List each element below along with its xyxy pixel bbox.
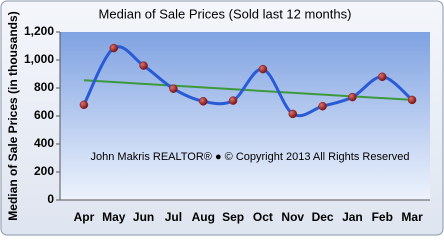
x-tick-label: Apr — [74, 210, 95, 224]
point-marker — [228, 96, 238, 105]
point-marker — [169, 84, 178, 93]
point-marker — [288, 109, 297, 119]
plot-area — [60, 32, 430, 200]
x-tick-label: Jan — [342, 210, 363, 224]
point-marker — [348, 92, 357, 102]
point-marker — [199, 97, 208, 106]
y-tick-label: 0 — [47, 192, 54, 206]
point-marker — [139, 61, 148, 70]
x-tick-label: May — [102, 210, 126, 224]
x-tick-label: Nov — [281, 210, 304, 224]
point-marker — [79, 100, 89, 110]
y-tick-label: 400 — [34, 136, 54, 150]
x-tick-label: Dec — [312, 210, 334, 224]
point-marker — [109, 43, 118, 53]
y-tick-label: 800 — [34, 80, 54, 94]
annotation: John Makris REALTOR® ● © Copyright 2013 … — [91, 151, 410, 163]
y-tick-label: 1,200 — [24, 24, 54, 38]
y-tick-label: 200 — [34, 164, 54, 178]
chart-title: Median of Sale Prices (Sold last 12 mont… — [99, 6, 352, 21]
y-axis-label: Median of Sale Prices (in thousands) — [6, 11, 20, 220]
trend-line — [83, 79, 413, 101]
y-tick-label: 1,000 — [24, 52, 54, 66]
point-marker — [318, 101, 327, 111]
x-tick-label: Feb — [372, 210, 393, 224]
x-tick-label: Oct — [253, 210, 273, 224]
point-marker — [258, 64, 268, 74]
point-marker — [407, 95, 417, 105]
x-tick-label: Mar — [401, 210, 423, 224]
point-marker — [378, 72, 387, 82]
x-tick-label: Aug — [192, 210, 215, 224]
x-tick-label: Jun — [133, 210, 154, 224]
x-tick-label: Jul — [165, 210, 182, 224]
y-tick-label: 600 — [34, 108, 54, 122]
x-tick-label: Sep — [222, 210, 244, 224]
